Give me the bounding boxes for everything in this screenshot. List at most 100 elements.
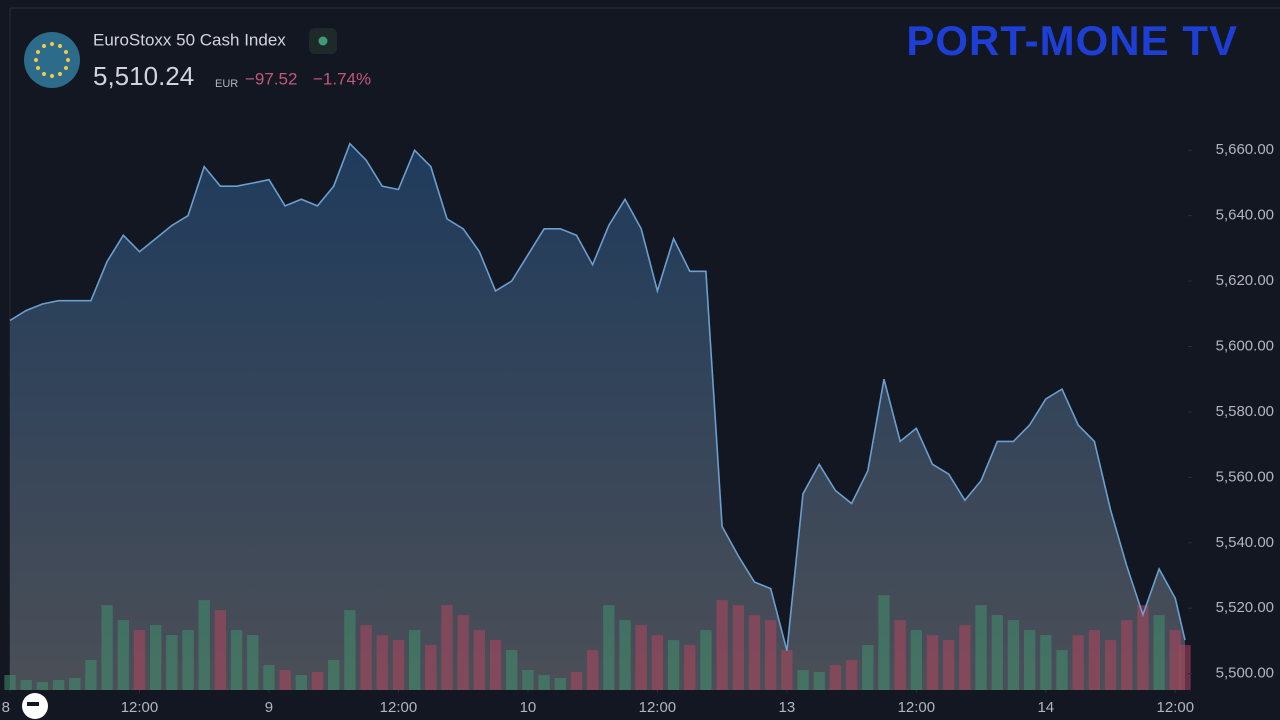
logo-stars bbox=[34, 42, 70, 78]
volume-bar bbox=[457, 615, 469, 690]
volume-bar bbox=[20, 680, 32, 690]
volume-bar bbox=[133, 630, 146, 690]
volume-bar bbox=[198, 600, 210, 690]
x-tick-label: 13 bbox=[779, 699, 796, 716]
volume-bar bbox=[425, 645, 437, 690]
currency: EUR bbox=[215, 78, 238, 90]
volume-bar bbox=[878, 595, 890, 690]
volume-bar bbox=[700, 630, 712, 690]
volume-bar bbox=[4, 675, 16, 690]
last-price: 5,510.24 bbox=[93, 61, 194, 91]
price-change-percent: −1.74% bbox=[313, 69, 371, 88]
volume-bar bbox=[716, 600, 728, 690]
volume-bar bbox=[570, 672, 583, 690]
volume-bar bbox=[230, 630, 243, 690]
volume-bar bbox=[959, 625, 971, 690]
x-tick-label: 8 bbox=[2, 699, 10, 716]
volume-bar bbox=[1040, 635, 1052, 690]
volume-bar bbox=[295, 675, 307, 690]
volume-bar bbox=[829, 665, 842, 690]
volume-bar bbox=[845, 660, 858, 690]
volume-bar bbox=[522, 670, 534, 690]
x-tick-label: 12:00 bbox=[121, 699, 159, 716]
volume-bar bbox=[732, 605, 744, 690]
volume-bar bbox=[69, 678, 81, 690]
volume-bar bbox=[651, 635, 664, 690]
watermark: PORT-MONE TV bbox=[906, 17, 1238, 64]
volume-bar bbox=[344, 610, 356, 690]
volume-bar bbox=[408, 630, 421, 690]
volume-bar bbox=[1072, 635, 1084, 690]
volume-bar bbox=[441, 605, 453, 690]
volume-bar bbox=[926, 635, 939, 690]
volume-bar bbox=[506, 650, 518, 690]
volume-bar bbox=[684, 645, 696, 690]
y-tick-label: 5,640.00 bbox=[1216, 207, 1274, 224]
volume-bar bbox=[554, 678, 566, 690]
x-tick-label: 12:00 bbox=[898, 699, 936, 716]
volume-bar bbox=[943, 640, 955, 690]
volume-bar bbox=[797, 670, 809, 690]
volume-bar bbox=[667, 640, 680, 690]
volume-bar bbox=[1121, 620, 1133, 690]
y-tick-label: 5,600.00 bbox=[1216, 337, 1274, 354]
status-dot bbox=[318, 36, 328, 46]
volume-bar bbox=[247, 635, 259, 690]
x-tick-label: 12:00 bbox=[1157, 699, 1195, 716]
volume-bar bbox=[748, 615, 761, 690]
volume-bar bbox=[1023, 630, 1036, 690]
volume-bar bbox=[101, 605, 113, 690]
volume-bar bbox=[1104, 640, 1117, 690]
y-tick-label: 5,560.00 bbox=[1216, 468, 1274, 485]
volume-bar bbox=[910, 630, 923, 690]
volume-bar bbox=[328, 660, 340, 690]
volume-bar bbox=[781, 650, 793, 690]
volume-bar bbox=[538, 675, 550, 690]
y-tick-label: 5,540.00 bbox=[1216, 534, 1274, 551]
volume-bar bbox=[311, 672, 324, 690]
volume-bar bbox=[214, 610, 227, 690]
y-tick-label: 5,620.00 bbox=[1216, 272, 1274, 289]
volume-bar bbox=[1007, 620, 1020, 690]
y-tick-label: 5,660.00 bbox=[1216, 141, 1274, 158]
volume-bar bbox=[1179, 645, 1191, 690]
plot bbox=[4, 142, 1191, 690]
volume-bar bbox=[603, 605, 615, 690]
volume-bar bbox=[117, 620, 129, 690]
volume-bar bbox=[36, 682, 49, 690]
y-tick-label: 5,580.00 bbox=[1216, 403, 1274, 420]
volume-bar bbox=[473, 630, 486, 690]
x-tick-label: 12:00 bbox=[639, 699, 677, 716]
volume-bar bbox=[1056, 650, 1068, 690]
volume-bar bbox=[279, 670, 291, 690]
volume-bar bbox=[1137, 605, 1149, 690]
volume-bar bbox=[586, 650, 599, 690]
volume-bar bbox=[392, 640, 405, 690]
volume-bar bbox=[765, 620, 777, 690]
volume-bar bbox=[52, 680, 65, 690]
volume-bar bbox=[85, 660, 97, 690]
area bbox=[10, 143, 1185, 690]
volume-bar bbox=[619, 620, 631, 690]
x-tick-label: 12:00 bbox=[380, 699, 418, 716]
x-tick-label: 9 bbox=[265, 699, 273, 716]
y-tick-label: 5,520.00 bbox=[1216, 599, 1274, 616]
volume-bar bbox=[149, 625, 162, 690]
x-tick-label: 14 bbox=[1037, 699, 1054, 716]
tv-badge-mark bbox=[27, 702, 39, 706]
volume-bar bbox=[489, 640, 502, 690]
y-tick-label: 5,500.00 bbox=[1216, 665, 1274, 682]
volume-bar bbox=[166, 635, 178, 690]
volume-bar bbox=[1153, 615, 1165, 690]
volume-bar bbox=[975, 605, 987, 690]
volume-bar bbox=[635, 625, 647, 690]
price-line bbox=[9, 142, 1186, 651]
volume-bar bbox=[813, 672, 825, 690]
volume-bar bbox=[862, 645, 874, 690]
index-logo bbox=[24, 32, 80, 88]
volume-bar bbox=[1088, 630, 1101, 690]
volume-bar bbox=[182, 630, 194, 690]
volume-bar bbox=[376, 635, 388, 690]
